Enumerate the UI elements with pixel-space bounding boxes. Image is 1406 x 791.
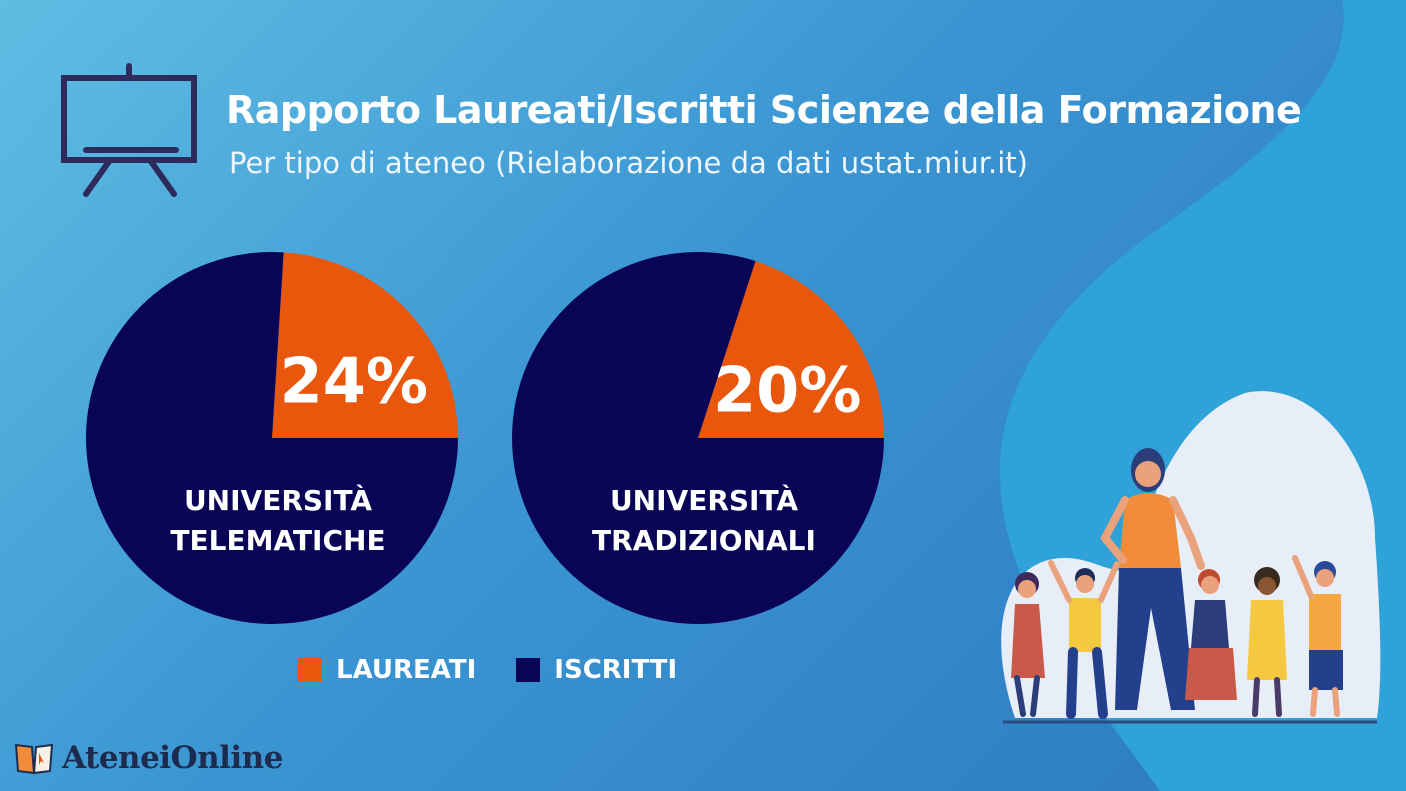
teacher-and-children-illustration — [1001, 391, 1381, 724]
pie-slice-iscritti — [86, 252, 459, 625]
legend-item-laureati: LAUREATI — [298, 655, 476, 685]
pie-slice-iscritti — [512, 251, 884, 624]
open-book-icon — [14, 743, 54, 775]
pie-slice-laureati — [272, 252, 458, 438]
pie-category-label: UNIVERSITÀ — [184, 483, 372, 517]
chart-title: Rapporto Laureati/Iscritti Scienze della… — [226, 88, 1302, 132]
chart-subtitle: Per tipo di ateneo (Rielaborazione da da… — [229, 146, 1028, 180]
legend-item-iscritti: ISCRITTI — [516, 655, 677, 685]
pie-chart-1: 24% UNIVERSITÀ TELEMATICHE — [86, 252, 459, 625]
pie-category-label: TELEMATICHE — [170, 524, 385, 557]
legend-swatch-laureati — [298, 658, 322, 682]
pie-category-label: UNIVERSITÀ — [610, 483, 798, 517]
legend: LAUREATI ISCRITTI — [298, 655, 717, 685]
slice-value-label: 24% — [280, 344, 428, 417]
legend-label-laureati: LAUREATI — [336, 655, 477, 685]
pie-chart-2: 20% UNIVERSITÀ TRADIZIONALI — [512, 251, 884, 624]
legend-label-iscritti: ISCRITTI — [554, 655, 678, 685]
slice-value-label: 20% — [713, 353, 861, 426]
pie-category-label: TRADIZIONALI — [592, 524, 816, 557]
logo: AteneiOnline — [14, 740, 283, 776]
presentation-board-icon — [61, 63, 197, 197]
pie-slice-laureati — [698, 261, 884, 438]
legend-swatch-iscritti — [516, 658, 541, 682]
logo-text: AteneiOnline — [62, 740, 283, 776]
